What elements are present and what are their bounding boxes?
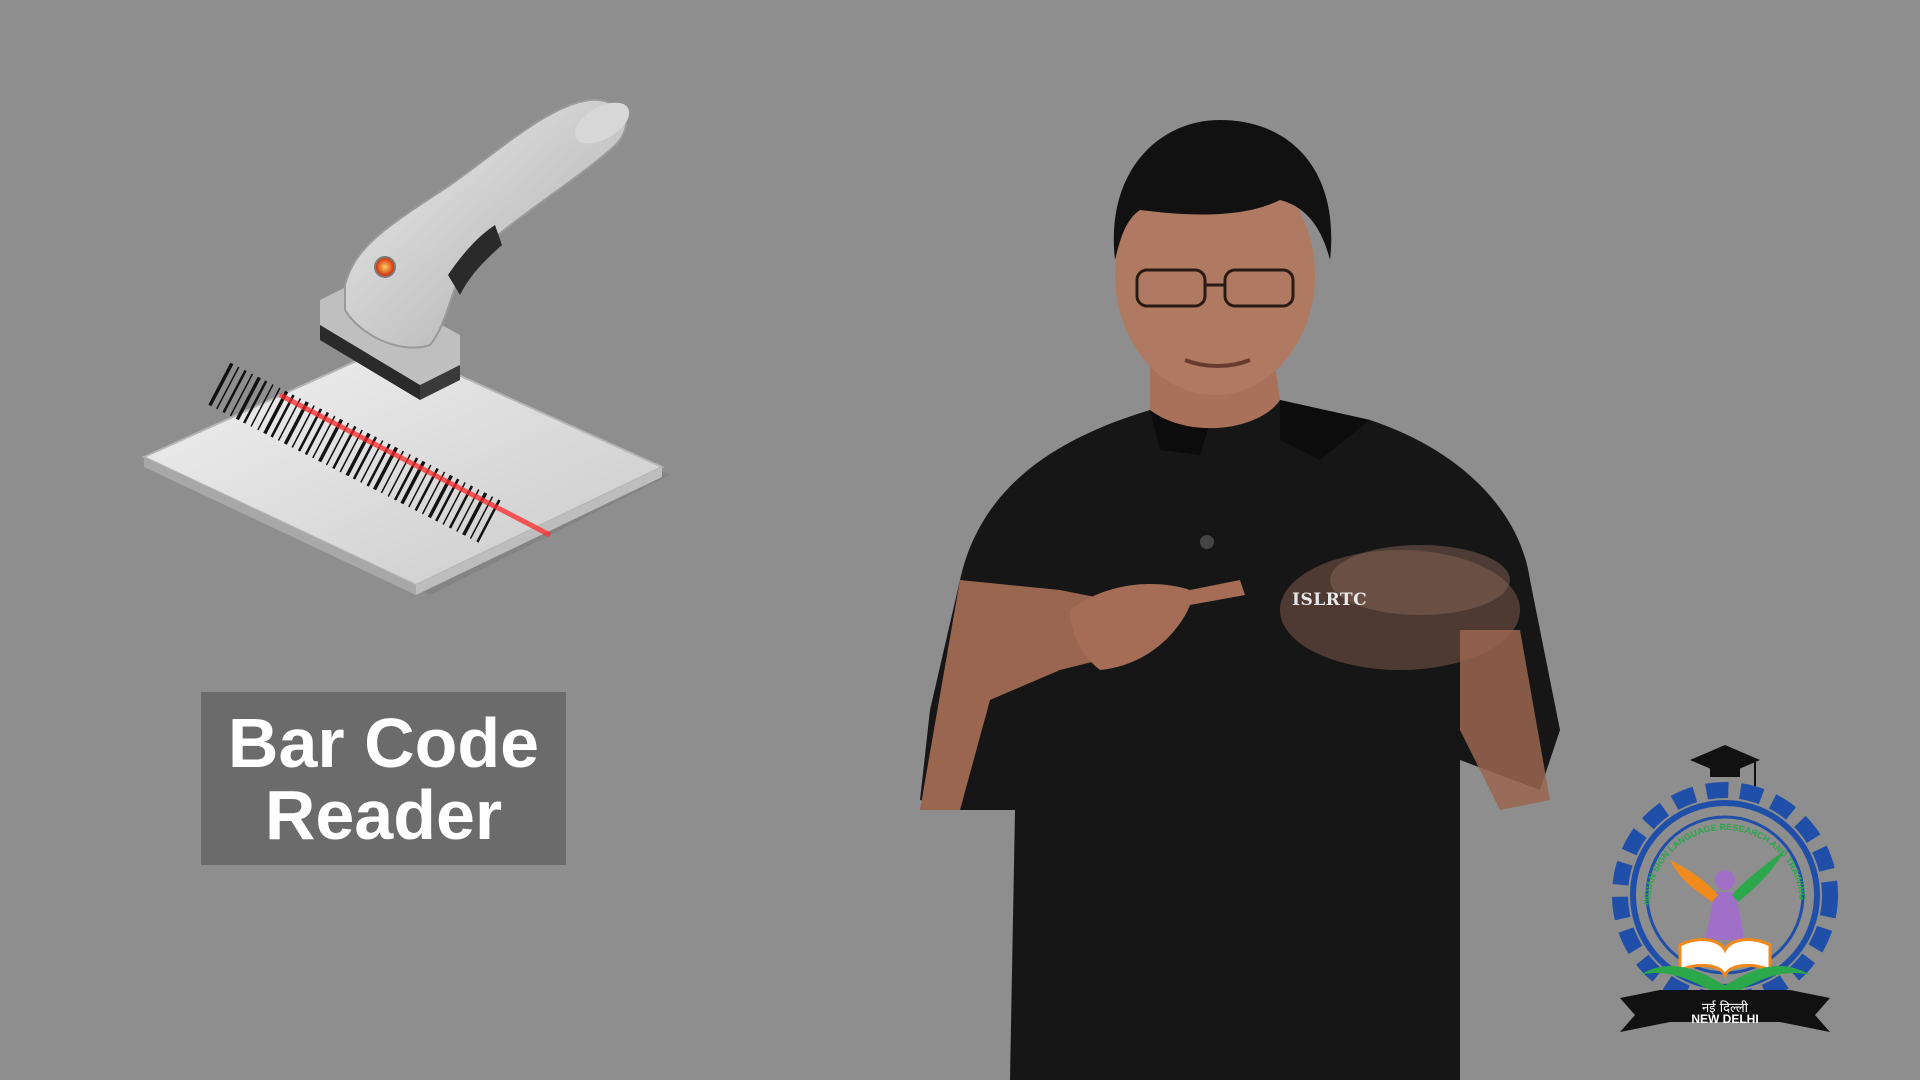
barcode-stripe: [224, 371, 246, 413]
barcode-scanner-icon: [130, 95, 690, 655]
logo-city-english: NEW DELHI: [1600, 1012, 1850, 1026]
open-book-icon: [1680, 940, 1770, 975]
signer-person: [900, 110, 1600, 1080]
caption-text: Bar Code Reader: [228, 707, 539, 851]
caption-box: Bar Code Reader: [201, 692, 566, 865]
graduation-cap-icon: [1690, 745, 1760, 788]
barcode-stripe: [210, 364, 232, 406]
shirt-label: ISLRTC: [1292, 590, 1367, 610]
